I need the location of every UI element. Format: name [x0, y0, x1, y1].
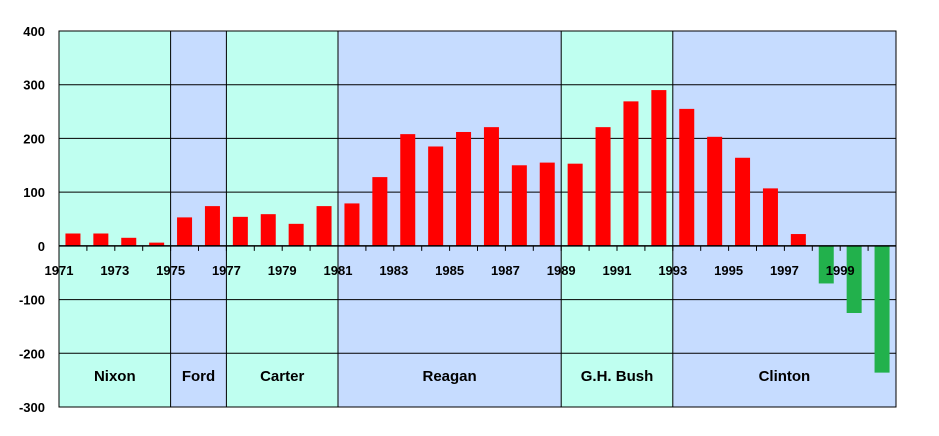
bar-1997 — [790, 234, 806, 246]
bar-1987 — [511, 165, 527, 246]
band-nixon — [59, 31, 171, 407]
x-tick-label: 1981 — [324, 263, 353, 278]
bar-1971 — [65, 233, 81, 246]
bar-1993 — [679, 108, 695, 246]
bar-1992 — [651, 90, 667, 246]
bar-1976 — [204, 206, 220, 246]
x-tick-label: 1999 — [826, 263, 855, 278]
bar-1983 — [400, 134, 416, 246]
y-tick-label: 200 — [23, 131, 45, 146]
bar-1995 — [735, 157, 751, 246]
x-tick-label: 1985 — [435, 263, 464, 278]
bar-1975 — [177, 217, 193, 246]
y-tick-label: -300 — [19, 400, 45, 415]
presidency-label: Carter — [260, 368, 304, 385]
bar-1988 — [539, 162, 555, 246]
bars — [65, 90, 890, 373]
band-clinton — [672, 31, 896, 407]
y-tick-label: -200 — [19, 346, 45, 361]
bar-1980 — [316, 206, 332, 246]
x-tick-label: 1983 — [379, 263, 408, 278]
x-tick-label: 1979 — [268, 263, 297, 278]
presidency-label: Ford — [182, 368, 215, 385]
presidency-labels: Nixon Ford Carter Reagan G.H. Bush Clinton — [94, 368, 810, 385]
bar-1973 — [121, 237, 137, 246]
bar-1991 — [623, 101, 639, 246]
x-tick-label: 1989 — [547, 263, 576, 278]
presidency-label: Clinton — [759, 368, 811, 385]
presidency-label: Reagan — [423, 368, 477, 385]
bar-1985 — [456, 131, 472, 246]
presidency-label: G.H. Bush — [581, 368, 654, 385]
x-tick-label: 1973 — [100, 263, 129, 278]
bar-1989 — [567, 163, 583, 246]
bar-1999 — [846, 245, 862, 313]
gridlines — [59, 30, 896, 408]
bar-1994 — [707, 136, 723, 246]
bar-1986 — [483, 127, 499, 246]
bar-1977 — [232, 216, 248, 246]
y-tick-label: -100 — [19, 293, 45, 308]
bar-1972 — [93, 233, 109, 246]
x-tick-label: 1995 — [714, 263, 743, 278]
x-tick-label: 1975 — [156, 263, 185, 278]
bar-1981 — [344, 203, 360, 246]
x-tick-label: 1993 — [658, 263, 687, 278]
band-reagan — [338, 31, 562, 407]
x-axis-labels: 1971 1973 1975 1977 1979 1981 1983 1985 1987 1989… — [45, 263, 855, 278]
bar-1996 — [762, 188, 778, 246]
y-tick-label: 400 — [23, 24, 45, 39]
y-tick-label: 300 — [23, 78, 45, 93]
x-tick-label: 1991 — [603, 263, 632, 278]
y-tick-label: 100 — [23, 185, 45, 200]
bar-1984 — [428, 146, 444, 246]
x-tick-label: 1997 — [770, 263, 799, 278]
bar-1978 — [260, 214, 276, 246]
x-tick-label: 1971 — [45, 263, 74, 278]
bar-1998 — [818, 245, 834, 284]
zero-axis — [58, 245, 897, 251]
y-axis-labels: 400 300 200 100 0 -100 -200 -300 — [19, 24, 45, 415]
bar-1982 — [372, 177, 388, 246]
bar-1974 — [149, 242, 165, 246]
x-tick-label: 1977 — [212, 263, 241, 278]
y-tick-label: 0 — [38, 239, 45, 254]
bar-2000 — [874, 245, 890, 373]
x-tick-label: 1987 — [491, 263, 520, 278]
bar-1990 — [595, 127, 611, 246]
bar-1979 — [288, 223, 304, 246]
presidency-label: Nixon — [94, 368, 136, 385]
